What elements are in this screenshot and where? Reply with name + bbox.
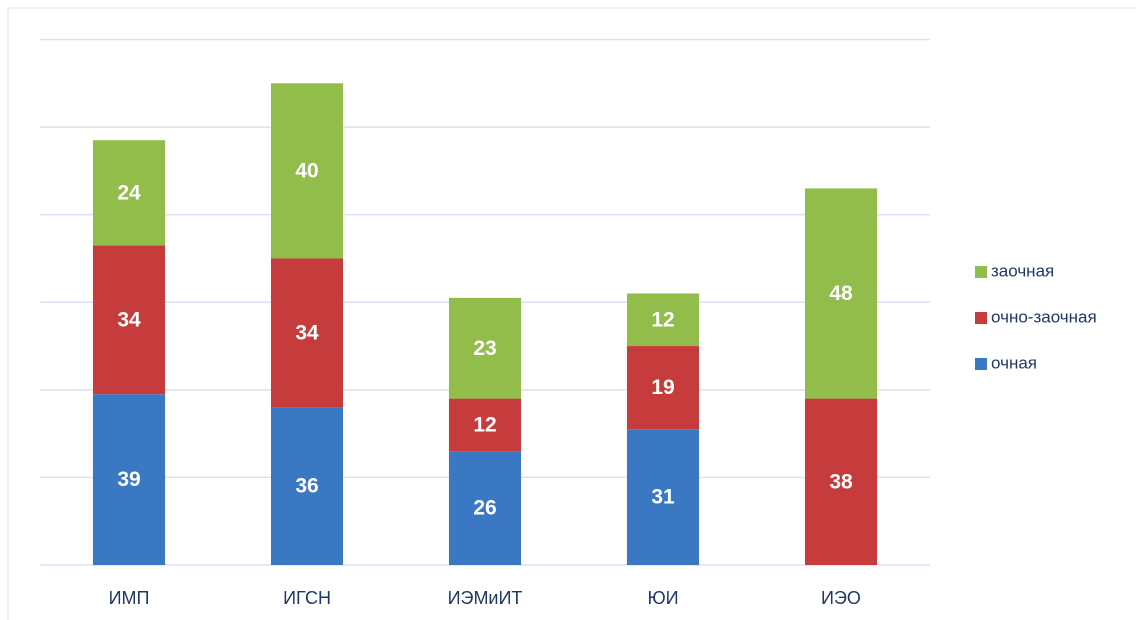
data-label: 34: [295, 321, 319, 344]
x-tick-label: ЮИ: [647, 588, 678, 608]
data-label: 48: [829, 282, 853, 305]
legend-label: очно-заочная: [991, 307, 1097, 326]
bar-segment: [448, 451, 522, 565]
legend-swatch: [975, 266, 987, 278]
bar-segment: [270, 83, 344, 259]
data-label: 38: [829, 470, 853, 493]
data-label: 31: [651, 486, 675, 509]
data-label: 24: [117, 181, 141, 204]
data-label: 36: [295, 475, 318, 498]
x-tick-label: ИЭО: [821, 588, 861, 608]
data-label: 39: [117, 468, 140, 491]
data-label: 34: [117, 308, 141, 331]
legend-label: заочная: [991, 261, 1054, 280]
x-tick-label: ИМП: [109, 588, 150, 608]
bar-segment: [92, 245, 166, 395]
data-label: 12: [651, 308, 674, 331]
bar-segment: [92, 394, 166, 565]
bar-segment: [804, 188, 878, 399]
data-label: 19: [651, 376, 674, 399]
bar-segment: [448, 297, 522, 399]
data-label: 40: [295, 159, 318, 182]
legend-swatch: [975, 312, 987, 324]
bar-segment: [448, 398, 522, 452]
x-tick-label: ИЭМиИТ: [448, 588, 523, 608]
data-label: 23: [473, 337, 496, 360]
legend-swatch: [975, 358, 987, 370]
bar-segment: [626, 293, 700, 347]
data-label: 26: [473, 497, 496, 520]
data-label: 12: [473, 413, 496, 436]
bar-segment: [92, 140, 166, 246]
legend-label: очная: [991, 353, 1037, 372]
bar-segment: [270, 407, 344, 565]
chart-frame: [7, 7, 1136, 620]
bar-segment: [270, 258, 344, 408]
x-tick-label: ИГСН: [283, 588, 331, 608]
bar-segment: [626, 429, 700, 565]
bar-segment: [626, 346, 700, 430]
bar-segment: [804, 398, 878, 565]
